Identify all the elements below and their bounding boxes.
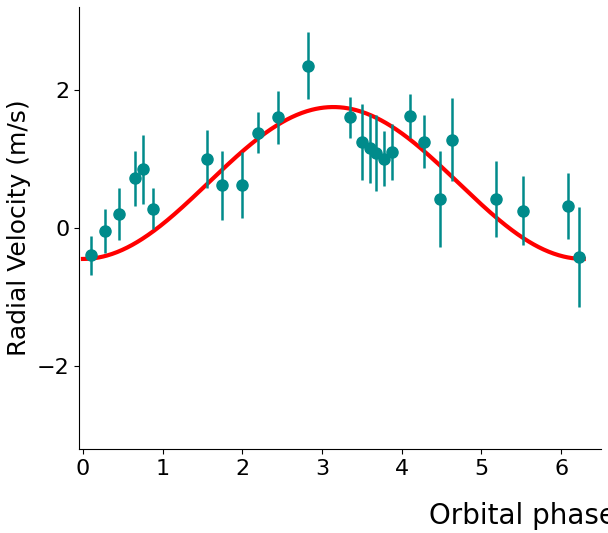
Y-axis label: Radial Velocity (m/s): Radial Velocity (m/s) [7, 100, 31, 356]
X-axis label: Orbital phase: Orbital phase [429, 502, 608, 530]
